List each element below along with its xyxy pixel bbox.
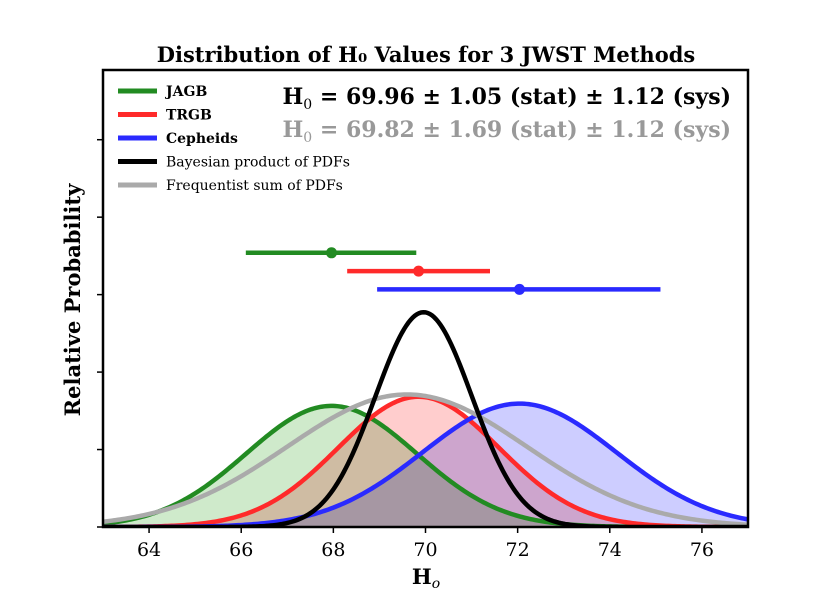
error-bars xyxy=(245,247,661,295)
legend-label-cepheids: Cepheids xyxy=(166,131,238,147)
errorbar-point-cepheids xyxy=(513,283,525,295)
x-axis-ticks: 64 66 68 70 72 74 76 xyxy=(137,527,714,561)
errorbar-point-trgb xyxy=(413,265,425,277)
annotation-1-subscript: 0 xyxy=(303,97,312,113)
x-tick-label-68: 68 xyxy=(321,539,345,561)
y-axis-ticks xyxy=(97,138,103,528)
x-tick-label-64: 64 xyxy=(137,539,161,561)
annotation-2-subscript: 0 xyxy=(303,130,312,146)
legend-label-frequentist-sum-of-pdfs: Frequentist sum of PDFs xyxy=(166,178,343,194)
annotation-2-value: = 69.82 ± 1.69 (stat) ± 1.12 (sys) xyxy=(312,117,731,143)
curve-frequentist-sum-of-pdfs xyxy=(103,392,748,527)
legend-label-bayesian-product-of-pdfs: Bayesian product of PDFs xyxy=(166,155,350,171)
x-tick-label-66: 66 xyxy=(229,539,253,561)
annotation-1-value: = 69.96 ± 1.05 (stat) ± 1.12 (sys) xyxy=(312,84,731,110)
legend: JAGB TRGB Cepheids Bayesian product of PDFs… xyxy=(118,84,350,194)
fill-cepheids xyxy=(103,403,748,527)
errorbar-point-jagb xyxy=(326,247,338,259)
chart-title: Distribution of H₀ Values for 3 JWST Met… xyxy=(157,42,695,67)
x-tick-label-70: 70 xyxy=(413,539,437,561)
annotation-1: H0 = 69.96 ± 1.05 (stat) ± 1.12 (sys) xyxy=(282,84,731,113)
x-axis-label-sub: o xyxy=(432,576,440,592)
x-tick-label-76: 76 xyxy=(690,539,714,561)
x-tick-label-72: 72 xyxy=(506,539,530,561)
legend-label-trgb: TRGB xyxy=(166,108,212,124)
x-tick-label-74: 74 xyxy=(598,539,622,561)
x-axis-label: Ho xyxy=(412,564,440,592)
annotation-2: H0 = 69.82 ± 1.69 (stat) ± 1.12 (sys) xyxy=(282,117,731,146)
annotations: H0 = 69.96 ± 1.05 (stat) ± 1.12 (sys)H0 … xyxy=(282,84,731,146)
annotation-2-symbol: H xyxy=(282,117,303,143)
annotation-1-symbol: H xyxy=(282,84,303,110)
legend-label-jagb: JAGB xyxy=(164,84,207,100)
x-axis-label-main: H xyxy=(412,564,432,589)
y-axis-label: Relative Probability xyxy=(60,183,85,416)
